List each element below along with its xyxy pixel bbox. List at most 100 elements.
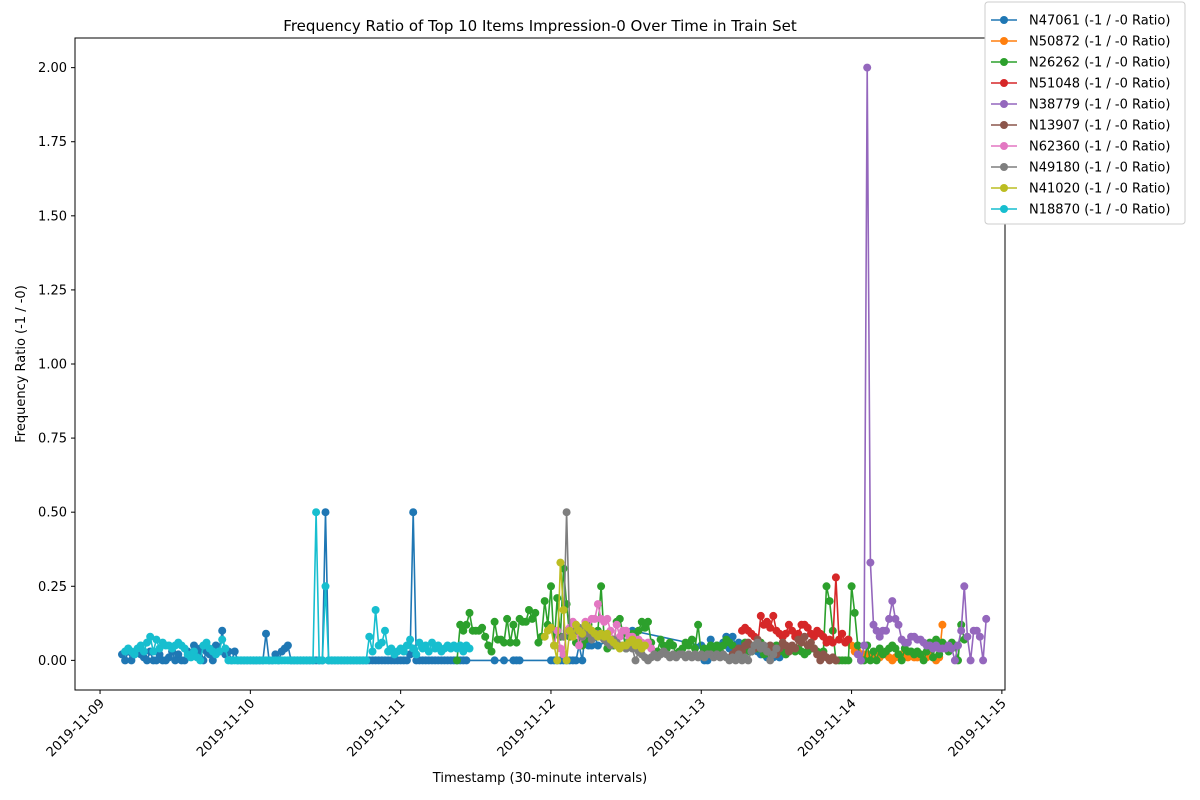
data-point [547,582,555,591]
data-point [127,656,136,665]
data-point [309,656,317,665]
data-point [362,656,371,665]
legend-entry: N49180 (-1 / -0 Ratio) [991,161,1170,176]
data-point [853,641,862,650]
data-point [844,656,853,665]
data-point [797,638,806,647]
data-point [684,641,693,650]
data-point [590,614,599,623]
data-point [631,656,640,665]
x-tick-label: 2019-11-12 [495,696,559,760]
data-point [465,644,474,653]
data-point [903,638,912,647]
y-tick-label: 1.75 [38,135,67,150]
data-point [283,641,292,650]
y-axis: 0.00 0.25 0.50 0.75 1.00 1.25 1.50 1.75 2.00 [38,61,75,669]
legend-marker [1000,79,1008,87]
data-point [406,650,415,659]
data-point [967,0,975,4]
data-point [490,656,499,665]
legend-label: N51048 (-1 / -0 Ratio) [1029,77,1170,92]
data-point [728,632,737,641]
y-tick-label: 0.50 [38,506,67,521]
data-point [888,597,897,606]
data-point [791,644,800,653]
data-point [612,620,621,629]
data-point [891,614,900,623]
legend-entry: N13907 (-1 / -0 Ratio) [991,119,1170,134]
data-point [371,606,380,614]
data-point [318,656,327,665]
data-point [271,650,280,659]
data-point [691,644,699,653]
series-n41020 [540,558,649,665]
data-point [164,653,173,662]
series-n13907 [728,632,840,665]
data-point [766,656,775,665]
data-point [872,626,881,635]
data-point [803,623,812,632]
data-point [772,644,781,653]
data-point [462,620,471,629]
data-point [766,623,775,632]
data-point [875,632,884,641]
data-point [875,644,884,653]
y-tick-label: 1.50 [38,209,67,224]
data-point [180,644,189,653]
data-point [534,638,543,647]
data-point [415,638,424,647]
data-point [540,632,549,641]
data-point [559,632,568,641]
data-point [484,641,493,650]
data-point [615,632,624,641]
data-point [540,597,549,606]
data-point [171,656,180,665]
data-point [972,626,981,635]
data-point [784,647,793,656]
legend-label: N18870 (-1 / -0 Ratio) [1029,203,1170,218]
legend-marker [1000,37,1008,45]
data-point [719,641,728,650]
data-point [550,641,559,650]
data-point [950,656,959,665]
data-point [465,608,474,617]
data-point [957,626,966,635]
data-point [769,611,778,620]
data-point [218,626,227,635]
data-point [553,626,562,635]
legend-label: N41020 (-1 / -0 Ratio) [1029,182,1170,197]
data-point [121,656,130,665]
data-point [556,558,565,567]
data-point [603,614,612,623]
data-point [744,656,753,665]
data-point [190,641,198,650]
data-point [568,632,577,641]
data-point [860,641,869,650]
data-point [406,635,415,644]
data-point [381,626,389,635]
data-point [850,608,859,617]
legend-entry: N41020 (-1 / -0 Ratio) [991,182,1170,197]
data-point [402,641,411,650]
data-point [149,647,158,656]
data-point [982,614,991,623]
legend-entry: N62360 (-1 / -0 Ratio) [991,140,1170,155]
data-point [622,626,631,635]
data-point [428,638,436,647]
data-point [640,641,649,650]
data-point [694,620,703,629]
data-point [894,650,903,659]
legend-marker [1000,58,1008,66]
data-point [935,650,944,659]
data-point [869,647,878,656]
y-tick-label: 1.25 [38,283,67,298]
data-point [763,647,771,656]
data-point [919,656,928,665]
data-point [559,606,568,614]
data-point [647,644,656,653]
data-point [825,597,834,606]
data-point [262,629,270,638]
data-point [453,656,461,665]
data-point [368,647,377,656]
